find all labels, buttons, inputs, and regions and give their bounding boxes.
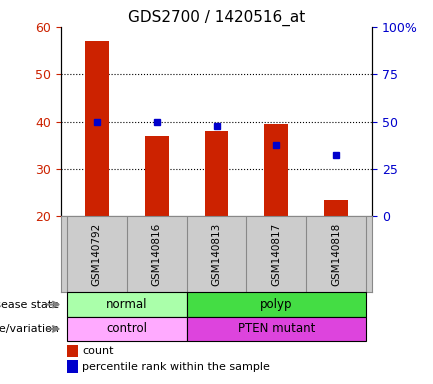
- Bar: [84, 41, 109, 217]
- Bar: [187, 317, 366, 341]
- Bar: [145, 136, 168, 217]
- Text: GSM140813: GSM140813: [211, 223, 222, 286]
- Bar: [204, 131, 229, 217]
- Bar: [67, 361, 78, 373]
- Text: normal: normal: [106, 298, 147, 311]
- Text: control: control: [106, 323, 147, 335]
- Text: count: count: [82, 346, 114, 356]
- Bar: [265, 124, 288, 217]
- Bar: [67, 317, 187, 341]
- Text: PTEN mutant: PTEN mutant: [238, 323, 315, 335]
- Text: GSM140818: GSM140818: [331, 223, 341, 286]
- Text: polyp: polyp: [260, 298, 293, 311]
- Bar: [67, 292, 187, 317]
- Text: genotype/variation: genotype/variation: [0, 324, 59, 334]
- Title: GDS2700 / 1420516_at: GDS2700 / 1420516_at: [128, 9, 305, 25]
- Bar: [187, 292, 366, 317]
- Text: GSM140792: GSM140792: [92, 223, 102, 286]
- Text: GSM140817: GSM140817: [271, 223, 281, 286]
- Bar: [67, 344, 78, 357]
- Text: percentile rank within the sample: percentile rank within the sample: [82, 362, 270, 372]
- Text: disease state: disease state: [0, 300, 59, 310]
- Bar: [324, 200, 349, 217]
- Text: GSM140816: GSM140816: [152, 223, 162, 286]
